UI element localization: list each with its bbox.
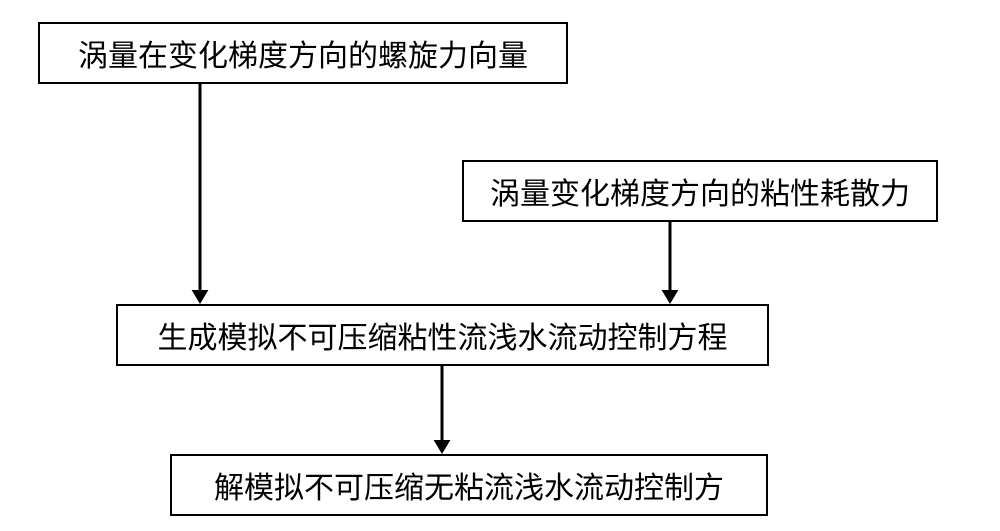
flow-node-label: 解模拟不可压缩无粘流浅水流动控制方	[214, 463, 724, 507]
flow-node-box1: 涡量在变化梯度方向的螺旋力向量	[38, 22, 568, 84]
flow-node-label: 生成模拟不可压缩粘性流浅水流动控制方程	[158, 313, 728, 357]
flow-node-box2: 涡量变化梯度方向的粘性耗散力	[462, 160, 938, 222]
flow-node-label: 涡量在变化梯度方向的螺旋力向量	[78, 31, 528, 75]
flow-node-box4: 解模拟不可压缩无粘流浅水流动控制方	[170, 454, 768, 516]
flow-node-box3: 生成模拟不可压缩粘性流浅水流动控制方程	[116, 304, 769, 366]
flow-node-label: 涡量变化梯度方向的粘性耗散力	[490, 169, 910, 213]
